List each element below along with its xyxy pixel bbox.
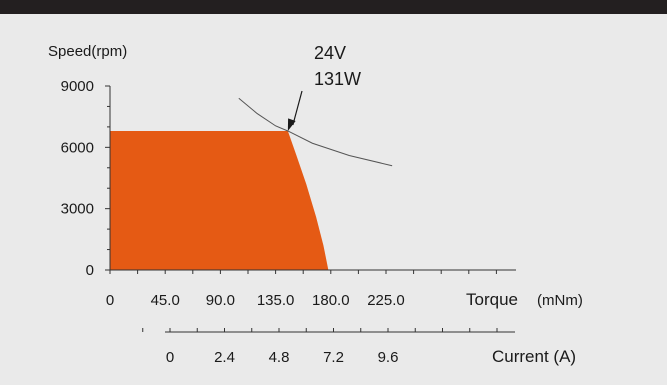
current-tick-label: 4.8 (269, 349, 290, 366)
x-axis-label: Torque (466, 290, 518, 309)
x-axis-unit: (mNm) (537, 292, 583, 309)
annotation-voltage: 24V (314, 43, 346, 63)
x-tick-label: 90.0 (206, 292, 235, 309)
y-tick-label: 0 (86, 262, 94, 279)
x-tick-label: 180.0 (312, 292, 350, 309)
x-tick-label: 0 (106, 292, 114, 309)
y-tick-label: 9000 (61, 78, 94, 95)
current-axis-label: Current (A) (492, 347, 576, 366)
current-tick-label: 2.4 (214, 349, 235, 366)
annotation-power: 131W (314, 69, 361, 89)
x-tick-label: 225.0 (367, 292, 405, 309)
y-tick-label: 6000 (61, 139, 94, 156)
x-tick-label: 135.0 (257, 292, 295, 309)
operating-region (110, 130, 329, 270)
current-tick-label: 0 (166, 349, 174, 366)
current-tick-label: 7.2 (323, 349, 344, 366)
y-tick-label: 3000 (61, 201, 94, 218)
annotation-arrow (292, 90, 303, 126)
x-tick-label: 45.0 (151, 292, 180, 309)
top-bar (0, 0, 667, 14)
current-tick-label: 9.6 (378, 349, 399, 366)
annotation-arrowhead (287, 118, 296, 131)
y-axis-label: Speed(rpm) (48, 43, 127, 60)
